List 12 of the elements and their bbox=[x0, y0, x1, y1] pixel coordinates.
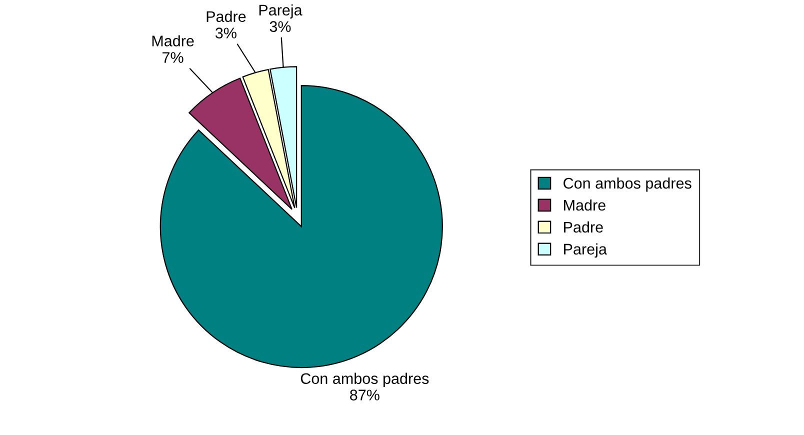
slice-label: Padre bbox=[206, 10, 246, 22]
data-label: 87% bbox=[350, 390, 380, 400]
legend-label: Con ambos padres bbox=[564, 177, 692, 192]
slice-label: Pareja bbox=[259, 4, 302, 19]
data-label: 3% bbox=[216, 28, 236, 38]
slice-label: Madre bbox=[152, 35, 194, 46]
legend-label: Pareja bbox=[564, 243, 607, 258]
legend-label: Madre bbox=[564, 199, 606, 211]
slice-label: Con ambos padres bbox=[300, 372, 429, 388]
data-label: 7% bbox=[162, 52, 184, 63]
legend-label: Padre bbox=[564, 221, 603, 233]
data-label: 3% bbox=[270, 21, 291, 32]
